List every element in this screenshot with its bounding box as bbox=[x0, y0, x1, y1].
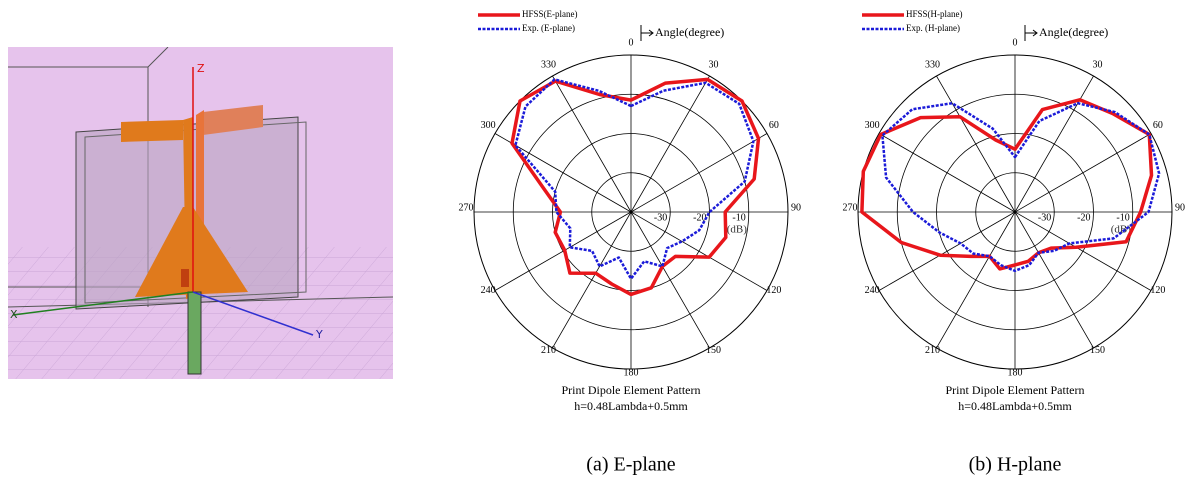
spoke bbox=[1015, 212, 1094, 348]
chart-title: Print Dipole Element Pattern bbox=[946, 383, 1085, 397]
r-tick-label: -20 bbox=[1077, 212, 1090, 223]
axis-label: Z bbox=[197, 62, 205, 75]
pattern-line bbox=[515, 79, 753, 278]
angle-tick-label: 300 bbox=[865, 120, 880, 131]
legend-label: HFSS(H-plane) bbox=[906, 9, 963, 19]
spoke bbox=[495, 212, 631, 291]
angle-tick-label: 0 bbox=[629, 37, 634, 48]
spoke bbox=[1015, 134, 1151, 213]
spoke bbox=[631, 134, 767, 213]
legend-label: Exp. (E-plane) bbox=[522, 23, 575, 33]
angle-tick-label: 240 bbox=[481, 285, 496, 296]
angle-tick-label: 150 bbox=[706, 345, 721, 356]
spoke bbox=[495, 134, 631, 213]
spoke bbox=[553, 76, 632, 212]
angle-tick-label: 150 bbox=[1090, 345, 1105, 356]
caption: (a) E-plane bbox=[586, 454, 676, 476]
spoke bbox=[631, 212, 710, 348]
angle-tick-label: 90 bbox=[1175, 202, 1185, 213]
r-axis-label: (dB) bbox=[727, 224, 748, 236]
grid-ring bbox=[937, 134, 1094, 291]
angle-tick-label: 120 bbox=[1150, 285, 1165, 296]
r-tick-label: -30 bbox=[1038, 212, 1051, 223]
polar-frame bbox=[858, 55, 1172, 369]
pattern-line bbox=[512, 79, 759, 294]
spoke bbox=[553, 212, 632, 348]
axis-label: X bbox=[10, 308, 18, 321]
r-tick-label: -30 bbox=[654, 212, 667, 223]
chart-subtitle: h=0.48Lambda+0.5mm bbox=[958, 399, 1072, 413]
angle-tick-label: 60 bbox=[769, 120, 779, 131]
angle-tick-label: 30 bbox=[1093, 59, 1103, 70]
angle-tick-label: 60 bbox=[1153, 120, 1163, 131]
angle-tick-label: 240 bbox=[865, 285, 880, 296]
angle-tick-label: 210 bbox=[925, 345, 940, 356]
legend-label: HFSS(E-plane) bbox=[522, 9, 578, 19]
pattern-line bbox=[862, 100, 1152, 269]
angle-tick-label: 270 bbox=[843, 202, 858, 213]
axis-label: Y bbox=[315, 328, 323, 341]
pattern-line bbox=[882, 103, 1159, 271]
spoke bbox=[937, 76, 1016, 212]
grid-ring bbox=[513, 94, 749, 330]
angle-tick-label: 330 bbox=[541, 59, 556, 70]
r-tick-label: -20 bbox=[693, 212, 706, 223]
r-tick-label: -10 bbox=[1116, 212, 1129, 223]
grid-ring bbox=[553, 134, 710, 291]
grid-ring bbox=[976, 173, 1055, 252]
angle-axis-label: Angle(degree) bbox=[655, 25, 724, 39]
spoke bbox=[879, 212, 1015, 291]
angle-tick-label: 30 bbox=[709, 59, 719, 70]
spoke bbox=[1015, 212, 1151, 291]
angle-tick-label: 330 bbox=[925, 59, 940, 70]
angle-tick-label: 210 bbox=[541, 345, 556, 356]
angle-tick-label: 90 bbox=[791, 202, 801, 213]
chart-title: Print Dipole Element Pattern bbox=[562, 383, 701, 397]
angle-tick-label: 270 bbox=[459, 202, 474, 213]
angle-tick-label: 300 bbox=[481, 120, 496, 131]
angle-tick-label: 180 bbox=[1008, 367, 1023, 378]
grid-ring bbox=[897, 94, 1133, 330]
figure: Z X Y -30 -20 -10 0 30 60 90 120 150 180 210 240 270… bbox=[0, 0, 1187, 487]
legend-label: Exp. (H-plane) bbox=[906, 23, 960, 33]
angle-arrow bbox=[1025, 25, 1037, 41]
angle-tick-label: 120 bbox=[766, 285, 781, 296]
spoke bbox=[937, 212, 1016, 348]
polar-frame bbox=[474, 55, 788, 369]
grid-ring bbox=[592, 173, 671, 252]
angle-axis-label: Angle(degree) bbox=[1039, 25, 1108, 39]
caption: (b) H-plane bbox=[969, 454, 1062, 476]
angle-arrow bbox=[641, 25, 653, 41]
spoke bbox=[631, 76, 710, 212]
angle-tick-label: 180 bbox=[624, 367, 639, 378]
r-tick-label: -10 bbox=[732, 212, 745, 223]
angle-tick-label: 0 bbox=[1013, 37, 1018, 48]
model-view: Z X Y bbox=[8, 47, 393, 379]
r-axis-label: (dB) bbox=[1111, 224, 1132, 236]
spoke bbox=[879, 134, 1015, 213]
spoke bbox=[1015, 76, 1094, 212]
spoke bbox=[631, 212, 767, 291]
chart-subtitle: h=0.48Lambda+0.5mm bbox=[574, 399, 688, 413]
